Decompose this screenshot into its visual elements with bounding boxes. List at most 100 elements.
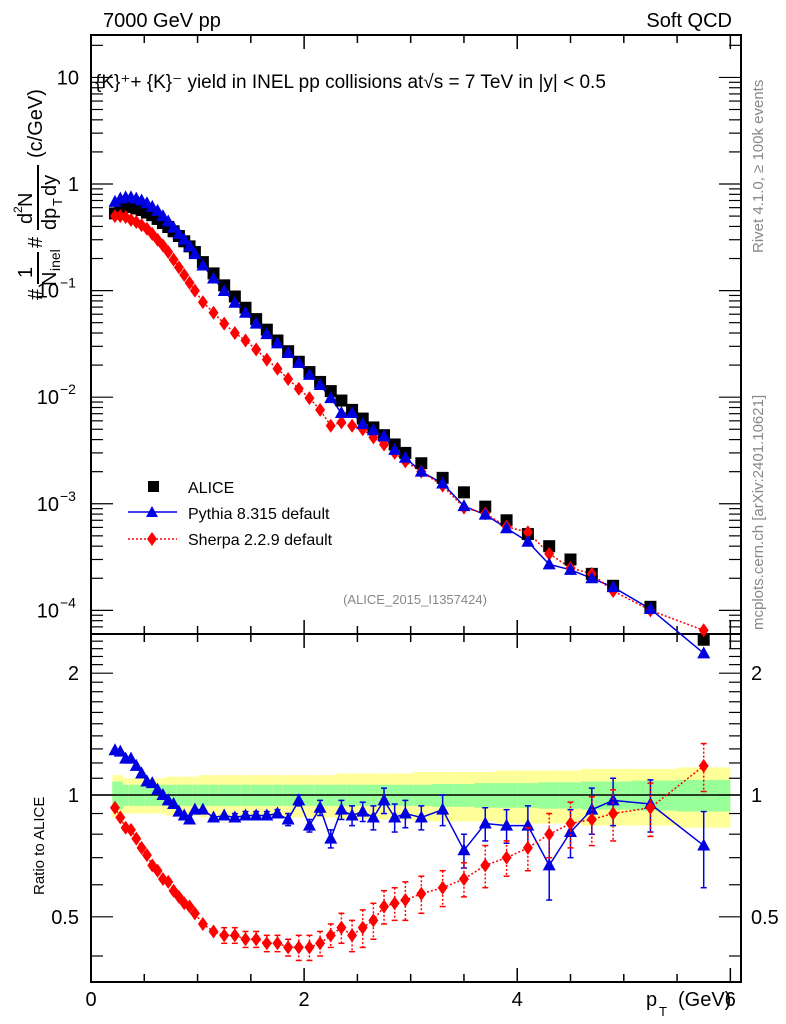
ratio-point-sherpa bbox=[272, 936, 283, 951]
main-point-pythia bbox=[172, 226, 186, 239]
main-point-alice bbox=[697, 633, 710, 646]
ratio-point-sherpa bbox=[115, 810, 126, 825]
ratio-y-tick-label-right: 0.5 bbox=[751, 907, 779, 929]
main-point-sherpa bbox=[240, 333, 251, 348]
ratio-point-pythia bbox=[124, 751, 138, 764]
ratio-point-sherpa bbox=[357, 920, 368, 935]
main-point-pythia bbox=[207, 271, 221, 284]
ratio-y-tick-label: 2 bbox=[68, 663, 79, 685]
main-point-sherpa bbox=[189, 283, 200, 298]
ratio-point-pythia bbox=[207, 810, 221, 823]
main-point-pythia bbox=[377, 429, 391, 442]
main-point-pythia bbox=[156, 209, 170, 222]
main-point-pythia bbox=[585, 571, 599, 584]
legend-label-sherpa: Sherpa 2.2.9 default bbox=[188, 532, 333, 549]
ratio-point-pythia bbox=[585, 802, 599, 815]
y-tick-label-exponent: −2 bbox=[60, 381, 76, 397]
ratio-point-sherpa bbox=[544, 827, 555, 842]
main-point-pythia bbox=[260, 327, 274, 340]
main-point-alice bbox=[324, 385, 337, 398]
ratio-point-pythia bbox=[183, 812, 197, 825]
y-tick-label: 10 bbox=[37, 600, 59, 622]
ratio-point-pythia bbox=[228, 810, 242, 823]
ratio-point-pythia bbox=[239, 808, 253, 821]
main-point-sherpa bbox=[698, 623, 709, 638]
ratio-point-sherpa bbox=[389, 896, 400, 911]
ratio-y-tick-label: 0.5 bbox=[51, 907, 79, 929]
ratio-point-pythia bbox=[500, 818, 514, 831]
ratio-point-sherpa bbox=[501, 850, 512, 865]
ratio-point-pythia bbox=[113, 744, 127, 757]
main-point-pythia bbox=[366, 423, 380, 436]
main-line-sherpa bbox=[114, 215, 704, 631]
ratio-point-sherpa bbox=[219, 928, 230, 943]
header-right: Soft QCD bbox=[646, 10, 732, 32]
ratio-point-pythia bbox=[217, 808, 231, 821]
series-layer bbox=[108, 190, 711, 962]
y-tick-label-exponent: −1 bbox=[60, 275, 76, 291]
y-tick-label: 10 bbox=[37, 387, 59, 409]
svg-text:p: p bbox=[646, 989, 657, 1011]
ratio-point-sherpa bbox=[416, 886, 427, 901]
main-point-pythia bbox=[356, 417, 370, 430]
svg-text:dy: dy bbox=[39, 175, 61, 196]
main-point-pythia bbox=[606, 580, 620, 593]
main-point-pythia bbox=[697, 646, 711, 659]
main-point-sherpa bbox=[251, 342, 262, 357]
ratio-point-sherpa bbox=[698, 758, 709, 773]
main-point-pythia bbox=[436, 476, 450, 489]
ratio-point-pythia bbox=[292, 793, 306, 806]
ratio-point-pythia bbox=[249, 808, 263, 821]
ratio-point-pythia bbox=[196, 802, 210, 815]
ratio-point-sherpa bbox=[229, 928, 240, 943]
main-point-alice bbox=[415, 457, 428, 470]
ratio-point-sherpa bbox=[458, 872, 469, 887]
ratio-point-sherpa bbox=[437, 880, 448, 895]
ratio-point-sherpa bbox=[480, 858, 491, 873]
legend-label-pythia: Pythia 8.315 default bbox=[188, 506, 330, 523]
main-point-alice bbox=[335, 394, 348, 407]
ratio-point-sherpa bbox=[368, 913, 379, 928]
main-point-sherpa bbox=[261, 352, 272, 367]
main-point-pythia bbox=[108, 194, 122, 207]
ratio-point-pythia bbox=[478, 816, 492, 829]
y-tick-label-exponent: −3 bbox=[60, 488, 76, 504]
ratio-point-pythia bbox=[281, 812, 295, 825]
main-point-pythia bbox=[564, 562, 578, 575]
main-point-pythia bbox=[239, 305, 253, 318]
svg-text:2: 2 bbox=[11, 206, 25, 213]
main-point-sherpa bbox=[184, 275, 195, 290]
svg-text:N: N bbox=[39, 272, 61, 286]
main-point-sherpa bbox=[272, 361, 283, 376]
ratio-point-sherpa bbox=[251, 932, 262, 947]
main-point-sherpa bbox=[347, 418, 358, 433]
ratio-point-sherpa bbox=[125, 822, 136, 837]
ratio-point-pythia bbox=[542, 858, 556, 871]
main-point-sherpa bbox=[208, 305, 219, 320]
ratio-point-sherpa bbox=[136, 840, 147, 855]
main-point-pythia bbox=[270, 336, 284, 349]
main-point-alice bbox=[543, 540, 556, 553]
ratio-point-sherpa bbox=[304, 940, 315, 955]
ratio-point-sherpa bbox=[400, 893, 411, 908]
main-point-sherpa bbox=[179, 268, 190, 283]
x-tick-label: 4 bbox=[512, 989, 523, 1011]
svg-text:N: N bbox=[15, 193, 37, 207]
ratio-point-pythia bbox=[167, 797, 181, 810]
ratio-point-sherpa bbox=[586, 812, 597, 827]
ratio-point-pythia bbox=[151, 782, 165, 795]
svg-text:d: d bbox=[15, 213, 37, 224]
legend-marker-alice bbox=[148, 481, 159, 492]
ratio-point-pythia bbox=[156, 788, 170, 801]
main-point-pythia bbox=[188, 247, 202, 260]
main-point-pythia bbox=[388, 442, 402, 455]
main-point-sherpa bbox=[293, 381, 304, 396]
y-tick-label-exponent: −4 bbox=[60, 594, 76, 610]
analysis-id: (ALICE_2015_I1357424) bbox=[343, 592, 487, 607]
main-point-alice bbox=[457, 486, 470, 499]
ratio-point-pythia bbox=[457, 843, 471, 856]
main-point-sherpa bbox=[544, 546, 555, 561]
ratio-point-sherpa bbox=[293, 940, 304, 955]
ratio-point-sherpa bbox=[197, 916, 208, 931]
ratio-y-tick-label-right: 2 bbox=[751, 663, 762, 685]
